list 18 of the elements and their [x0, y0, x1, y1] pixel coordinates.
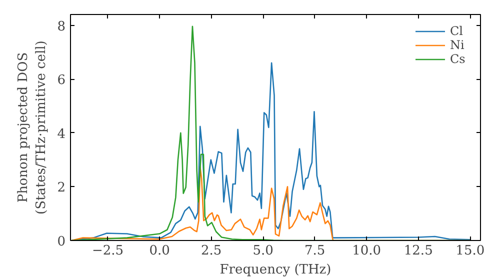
x-tick-label: 7.5 — [304, 244, 326, 258]
x-tick-label: 0.0 — [149, 244, 170, 258]
legend-label: Cs — [450, 52, 466, 66]
x-tick-label: 2.5 — [200, 244, 222, 258]
x-tick-label: 15.0 — [456, 244, 485, 258]
y-axis-title: Phonon projected DOS (States/THz·primitive cell) — [16, 40, 50, 214]
y-tick-label: 8 — [57, 19, 66, 34]
x-tick-label: 12.5 — [404, 244, 433, 258]
x-tick-label: 5.0 — [252, 244, 274, 258]
legend-label: Cl — [450, 24, 464, 38]
legend-label: Ni — [450, 38, 466, 52]
x-tick-label: 10.0 — [352, 244, 382, 258]
y-tick-label: 2 — [57, 180, 66, 196]
x-tick-label: −2.5 — [92, 244, 124, 258]
x-axis-title: Frequency (THz) — [220, 262, 332, 278]
y-tick-label: 6 — [57, 73, 66, 88]
y-tick-label: 0 — [57, 234, 66, 250]
y-tick-label: 4 — [57, 126, 66, 142]
